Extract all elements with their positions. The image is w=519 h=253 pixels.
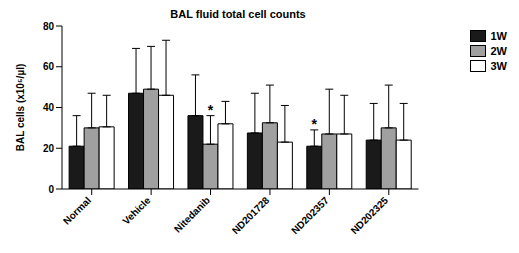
html-text:1W: 1W xyxy=(490,30,507,42)
svg-text:*: * xyxy=(312,116,318,132)
svg-text:*: * xyxy=(208,102,214,118)
svg-text:Normal: Normal xyxy=(61,194,93,226)
svg-text:ND201728: ND201728 xyxy=(230,194,272,236)
svg-text:0: 0 xyxy=(48,184,54,195)
svg-text:40: 40 xyxy=(43,102,55,113)
svg-text:20: 20 xyxy=(43,143,55,154)
svg-text:Vehicle: Vehicle xyxy=(120,194,152,226)
html-text:BAL fluid total cell counts: BAL fluid total cell counts xyxy=(170,8,306,20)
svg-text:Nitedanib: Nitedanib xyxy=(172,195,212,235)
svg-text:ND202357: ND202357 xyxy=(289,194,331,236)
svg-text:80: 80 xyxy=(43,21,55,32)
html-text:2W: 2W xyxy=(490,45,507,57)
svg-text:ND202325: ND202325 xyxy=(349,194,391,236)
svg-text:BAL cells (x10⁵/µl): BAL cells (x10⁵/µl) xyxy=(15,64,26,152)
html-text:3W: 3W xyxy=(490,60,507,72)
svg-text:60: 60 xyxy=(43,61,55,72)
